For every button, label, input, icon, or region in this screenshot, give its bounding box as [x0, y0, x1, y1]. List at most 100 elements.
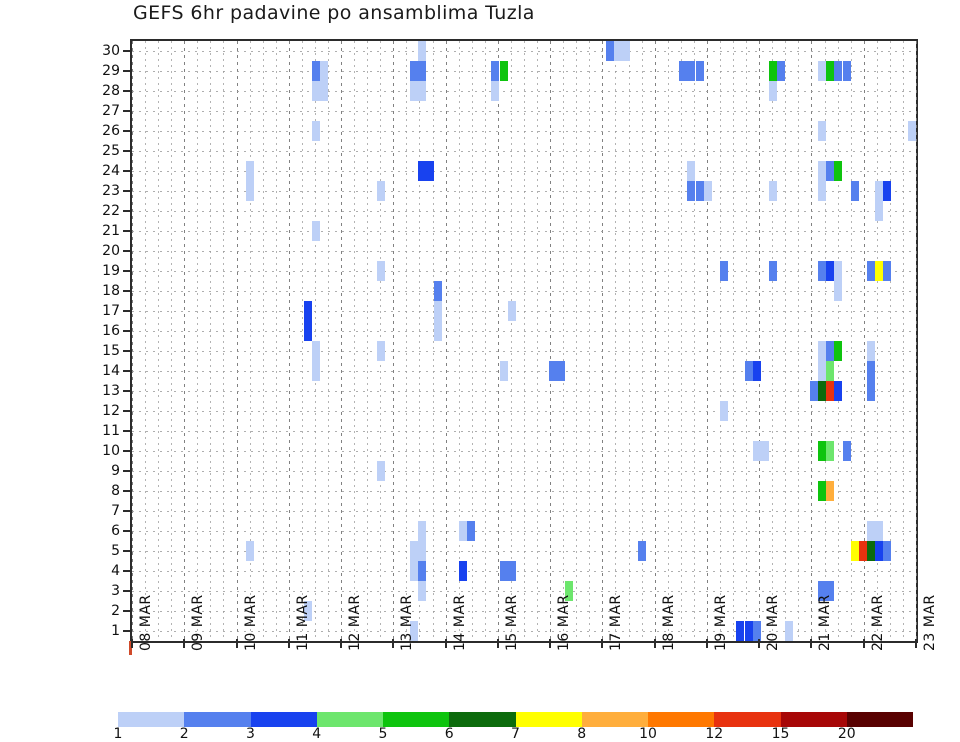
- x-axis-tick-mark: [862, 639, 865, 648]
- y-axis-tick-label: 17: [102, 303, 120, 319]
- heatmap-cell: [377, 341, 386, 361]
- heatmap-cell: [867, 341, 876, 361]
- grid-line-vertical-6hr: [680, 41, 682, 641]
- grid-line-vertical-6hr: [328, 41, 329, 641]
- grid-line-horizontal: [132, 511, 916, 512]
- heatmap-cell: [769, 61, 778, 81]
- y-axis-tick-mark: [123, 410, 132, 412]
- y-axis-tick-label: 4: [111, 563, 120, 579]
- colorbar-swatch: [780, 712, 847, 727]
- grid-line-vertical-6hr: [889, 41, 891, 641]
- grid-line-vertical-6hr: [484, 41, 486, 641]
- x-axis-tick-label: 18 MAR: [660, 594, 677, 651]
- heatmap-cell: [818, 121, 827, 141]
- heatmap-cell: [867, 541, 876, 561]
- colorbar: [118, 712, 913, 727]
- y-axis-tick-label: 3: [111, 583, 120, 599]
- heatmap-cell: [246, 181, 255, 201]
- y-axis-tick-label: 8: [111, 483, 120, 499]
- x-axis-tick-label: 10 MAR: [242, 594, 259, 651]
- y-axis-tick-mark: [123, 190, 132, 192]
- heatmap-cell: [319, 61, 328, 81]
- grid-line-vertical-day: [341, 41, 343, 641]
- heatmap-cell: [875, 201, 884, 221]
- heatmap-cell: [826, 381, 835, 401]
- y-axis-tick-mark: [123, 50, 132, 52]
- heatmap-cell: [769, 181, 778, 201]
- x-axis-tick-label: 22 MAR: [869, 594, 886, 651]
- y-axis-tick-mark: [123, 290, 132, 292]
- grid-line-vertical-day: [132, 41, 133, 641]
- grid-line-horizontal: [132, 291, 916, 292]
- x-axis-tick-label: 16 MAR: [556, 594, 573, 651]
- colorbar-tick-label: 20: [837, 726, 856, 742]
- heatmap-cell: [695, 61, 704, 81]
- grid-line-horizontal: [132, 171, 916, 172]
- x-axis-tick-label: 21 MAR: [817, 594, 834, 651]
- heatmap-cell: [311, 81, 320, 101]
- x-axis-tick-label: 13 MAR: [399, 594, 416, 651]
- y-axis-tick-mark: [123, 250, 132, 252]
- heatmap-cell: [826, 341, 835, 361]
- heatmap-cell: [417, 161, 426, 181]
- colorbar-swatch: [316, 712, 383, 727]
- heatmap-cell: [826, 61, 835, 81]
- x-axis-tick-label: 20 MAR: [765, 594, 782, 651]
- grid-line-horizontal: [132, 591, 916, 592]
- grid-line-vertical-day: [811, 41, 813, 641]
- y-axis-tick-label: 28: [102, 83, 120, 99]
- grid-line-horizontal: [132, 51, 916, 52]
- grid-line-vertical-day: [654, 41, 656, 641]
- heatmap-cell: [409, 621, 418, 641]
- heatmap-cell: [777, 61, 786, 81]
- grid-line-vertical-6hr: [406, 41, 408, 641]
- colorbar-tick-label: 5: [378, 726, 388, 742]
- heatmap-cell: [850, 541, 859, 561]
- x-axis-tick-mark: [496, 639, 499, 648]
- grid-line-horizontal: [132, 251, 916, 252]
- heatmap-cell: [303, 301, 312, 321]
- heatmap-cell: [818, 261, 827, 281]
- grid-line-vertical-6hr: [145, 41, 147, 641]
- grid-line-vertical-6hr: [628, 41, 630, 641]
- y-axis-tick-label: 18: [102, 283, 120, 299]
- heatmap-cell: [834, 161, 843, 181]
- heatmap-cell: [434, 321, 443, 341]
- colorbar-swatch: [118, 712, 185, 727]
- grid-line-vertical-6hr: [301, 41, 303, 641]
- grid-line-horizontal: [132, 471, 916, 472]
- y-axis-tick-label: 25: [102, 143, 120, 159]
- x-axis-tick-mark: [235, 639, 238, 648]
- grid-line-vertical-day: [863, 41, 865, 641]
- heatmap-cell: [752, 441, 761, 461]
- y-axis-tick-label: 1: [111, 623, 120, 639]
- y-axis-tick-mark: [123, 450, 132, 452]
- heatmap-cell: [850, 181, 859, 201]
- heatmap-cell: [303, 601, 312, 621]
- y-axis-tick-mark: [123, 230, 132, 232]
- grid-line-vertical-6hr: [354, 41, 356, 641]
- colorbar-swatch: [714, 712, 781, 727]
- heatmap-cell: [875, 541, 884, 561]
- heatmap-cell: [720, 261, 729, 281]
- grid-line-vertical-6hr: [223, 41, 225, 641]
- y-axis-tick-mark: [123, 310, 132, 312]
- x-axis-tick-label: 14 MAR: [451, 594, 468, 651]
- heatmap-cell: [499, 61, 508, 81]
- colorbar-swatch: [383, 712, 450, 727]
- y-axis-tick-label: 14: [102, 363, 120, 379]
- heatmap-cell: [303, 321, 312, 341]
- colorbar-tick-label: 4: [312, 726, 322, 742]
- heatmap-cell: [867, 361, 876, 381]
- y-axis-tick-mark: [123, 610, 132, 612]
- grid-line-vertical-6hr: [367, 41, 369, 641]
- grid-line-horizontal: [132, 271, 916, 272]
- x-axis-tick-mark: [601, 639, 604, 648]
- heatmap-cell: [507, 301, 516, 321]
- heatmap-cell: [613, 41, 622, 61]
- grid-line-horizontal: [132, 451, 916, 452]
- grid-line-vertical-6hr: [876, 41, 878, 641]
- x-axis-tick-label: 17 MAR: [608, 594, 625, 651]
- grid-line-vertical-6hr: [733, 41, 735, 641]
